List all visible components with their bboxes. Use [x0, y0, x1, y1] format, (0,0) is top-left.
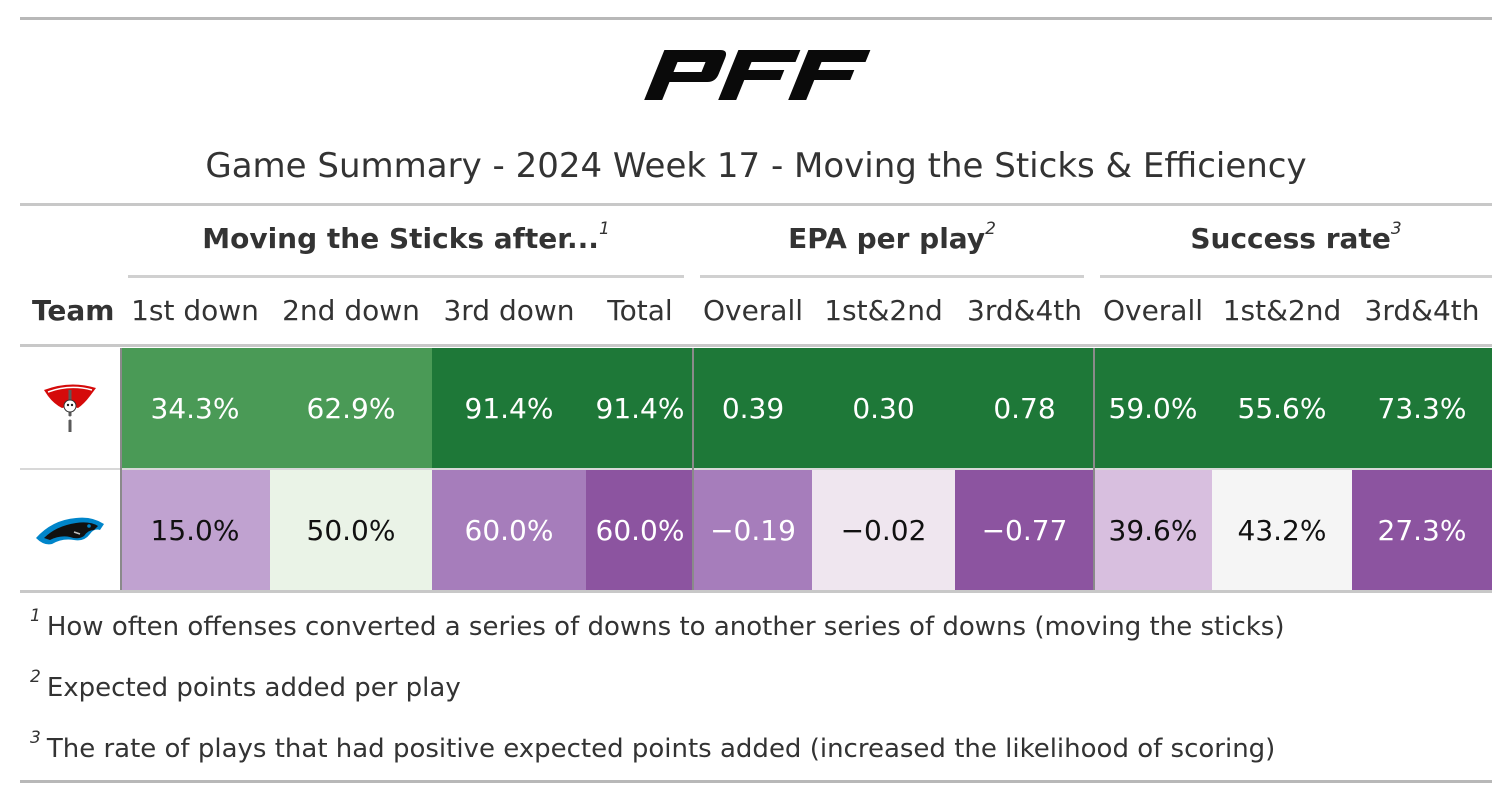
column-header: 1st&2nd	[1222, 294, 1342, 327]
header-rule	[20, 344, 1492, 347]
group-header-success-rate: Success rate3	[1100, 218, 1492, 255]
bottom-rule	[20, 780, 1492, 783]
column-header: 1st&2nd	[824, 294, 943, 327]
column-header: Overall	[702, 294, 804, 327]
footnote-3: 3 The rate of plays that had positive exp…	[30, 730, 1276, 764]
footnote-text: How often offenses converted a series of…	[46, 612, 1285, 642]
table-cell: 39.6%	[1094, 470, 1212, 590]
row-divider	[20, 468, 1492, 470]
table-cell: 15.0%	[120, 470, 270, 590]
group-label: Success rate	[1190, 222, 1391, 255]
table-cell: 55.6%	[1212, 348, 1352, 468]
group-separator	[1093, 348, 1095, 590]
group-label: Moving the Sticks after...	[202, 222, 599, 255]
footnote-mark: 2	[985, 218, 996, 239]
column-header-team: Team	[32, 294, 115, 327]
group-label: EPA per play	[788, 222, 986, 255]
table-cell: 60.0%	[586, 470, 694, 590]
table-cell: 91.4%	[586, 348, 694, 468]
column-header: Total	[607, 294, 673, 327]
group-separator	[692, 348, 694, 590]
table-cell: 0.78	[955, 348, 1094, 468]
table-cell: 60.0%	[432, 470, 586, 590]
column-header: 3rd down	[443, 294, 575, 327]
group-underline	[128, 275, 684, 278]
group-separator	[120, 348, 122, 590]
column-header: Overall	[1102, 294, 1204, 327]
footnote-mark: 3	[30, 728, 41, 749]
footnote-mark: 1	[30, 606, 41, 627]
column-header: 2nd down	[282, 294, 420, 327]
group-header-moving-sticks: Moving the Sticks after...1	[128, 218, 684, 255]
table-cell: 73.3%	[1352, 348, 1492, 468]
table-cell: 43.2%	[1212, 470, 1352, 590]
table-cell: 50.0%	[270, 470, 432, 590]
pff-logo	[638, 46, 874, 104]
body-rule	[20, 590, 1492, 593]
footnote-text: Expected points added per play	[46, 673, 461, 703]
group-underline	[1100, 275, 1492, 278]
column-header: 3rd&4th	[967, 294, 1082, 327]
top-rule	[20, 17, 1492, 20]
footnote-2: 2 Expected points added per play	[30, 669, 461, 703]
table-cell: −0.02	[812, 470, 955, 590]
carolina-panthers-logo	[20, 470, 120, 590]
group-header-epa: EPA per play2	[700, 218, 1084, 255]
title-rule	[20, 203, 1492, 206]
footnote-text: The rate of plays that had positive expe…	[46, 734, 1276, 764]
footnote-mark: 3	[1390, 218, 1402, 239]
table-cell: −0.19	[694, 470, 812, 590]
column-header: 1st down	[131, 294, 259, 327]
footnote-mark: 2	[30, 667, 41, 688]
table-cell: −0.77	[955, 470, 1094, 590]
group-underline	[700, 275, 1084, 278]
column-header: 3rd&4th	[1364, 294, 1480, 327]
footnote-1: 1 How often offenses converted a series o…	[30, 608, 1285, 642]
table-cell: 62.9%	[270, 348, 432, 468]
table-cell: 27.3%	[1352, 470, 1492, 590]
table-cell: 59.0%	[1094, 348, 1212, 468]
table-cell: 0.39	[694, 348, 812, 468]
table-cell: 91.4%	[432, 348, 586, 468]
tampa-bay-buccaneers-logo	[20, 348, 120, 468]
table-cell: 34.3%	[120, 348, 270, 468]
footnote-mark: 1	[598, 218, 610, 239]
table-cell: 0.30	[812, 348, 955, 468]
table-title: Game Summary - 2024 Week 17 - Moving the…	[205, 146, 1307, 186]
